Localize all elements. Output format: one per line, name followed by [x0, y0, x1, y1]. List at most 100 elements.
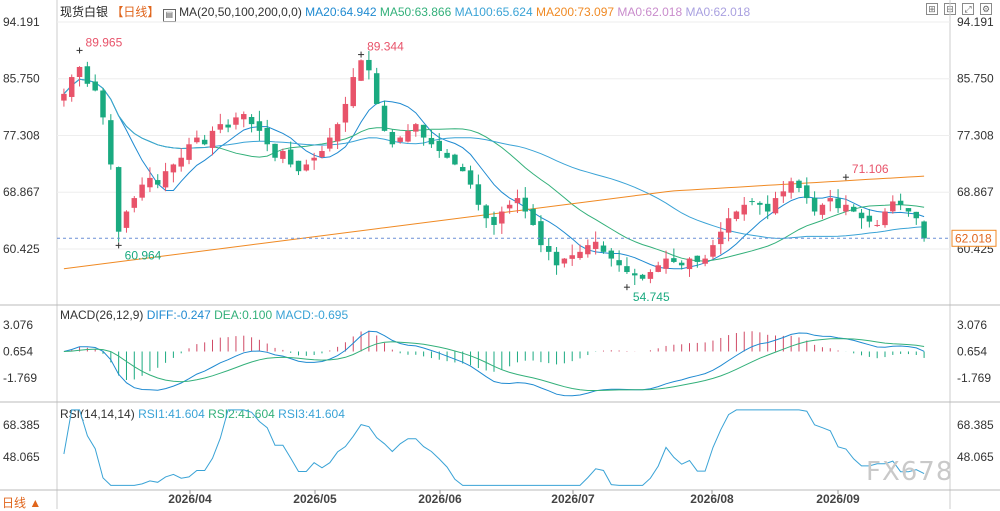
candle-body [256, 121, 263, 131]
candle-body [827, 198, 833, 202]
candle-body [858, 212, 865, 219]
rsi-tick-left: 68.385 [3, 418, 40, 432]
candle-body [186, 144, 192, 160]
rsi-value: RSI2:41.604 [204, 407, 275, 421]
rsi-tick-right: 68.385 [957, 418, 994, 432]
candle-body [155, 180, 161, 185]
candle-body [397, 137, 403, 142]
price-legend: 现货白银 【日线】 ▤ MA(20,50,100,200,0,0) MA20:6… [60, 5, 750, 22]
candle-body [92, 81, 98, 91]
candle-body [890, 201, 896, 212]
candle-body [882, 211, 888, 226]
candle-body [710, 245, 716, 257]
macd-tick-right: -1.769 [957, 371, 991, 385]
price-tick-right: 77.308 [957, 129, 994, 143]
candle-body [608, 250, 615, 259]
moving-average-lines [63, 78, 925, 270]
candle-body [366, 59, 372, 71]
x-tick-label: 2026/09 [816, 492, 860, 506]
candle-body [334, 124, 341, 142]
ma-value: MA20:64.942 [305, 5, 377, 19]
candle-body [553, 251, 560, 266]
candle-body [311, 157, 317, 161]
candle-body [694, 255, 701, 262]
triangle-up-icon: ▲ [29, 496, 42, 510]
zoom-in-icon[interactable]: ⊞ [926, 3, 938, 15]
candle-body [162, 171, 169, 188]
candle-body [655, 265, 661, 272]
rsi-value: RSI1:41.604 [138, 407, 205, 421]
price-tick-right: 94.191 [957, 15, 994, 29]
candle-body [741, 204, 747, 215]
candle-body [358, 60, 364, 81]
rsi-values: RSI1:41.604 RSI2:41.604 RSI3:41.604 [138, 407, 345, 421]
candle-body [280, 151, 286, 159]
ma-value: MA200:73.097 [532, 5, 615, 19]
candlestick-series [61, 51, 927, 286]
price-tick-left: 85.750 [3, 72, 40, 86]
candle-body [201, 139, 208, 145]
candle-body [381, 105, 388, 131]
candle-body [561, 258, 568, 264]
candle-body [459, 166, 466, 172]
candle-body [405, 130, 411, 142]
macd-tick-left: 0.654 [3, 344, 33, 358]
macd-legend: MACD(26,12,9) DIFF:-0.247 DEA:0.100 MACD… [60, 308, 348, 322]
candle-body [624, 266, 630, 273]
price-annotations: 62.018 89.965 60.964 89.344 54.745 71.106 [57, 35, 997, 304]
current-price-label: 62.018 [955, 231, 992, 245]
candle-body [295, 160, 302, 172]
rsi-label: RSI(14,14,14) [60, 407, 135, 421]
candle-body [733, 211, 740, 219]
macd-value: DIFF:-0.247 [146, 308, 211, 322]
settings-icon[interactable]: ⚙ [980, 3, 992, 15]
annotation-label: 89.344 [367, 40, 404, 54]
candle-body [76, 66, 83, 78]
candle-body [686, 258, 693, 270]
candle-body [327, 137, 333, 149]
candle-body [772, 198, 779, 214]
candle-body [546, 246, 552, 252]
expand-icon[interactable]: ⤢ [962, 3, 974, 15]
rsi-line [63, 409, 925, 486]
candle-body [287, 149, 294, 165]
macd-value: DEA:0.100 [210, 308, 273, 322]
candle-body [592, 241, 599, 249]
candle-body [866, 215, 873, 222]
candle-body [538, 221, 544, 246]
candle-body [178, 157, 184, 167]
footer-status[interactable]: 日线 ▲ [2, 494, 41, 511]
candle-body [522, 197, 529, 212]
price-tick-left: 60.425 [3, 242, 40, 256]
candle-body [217, 124, 224, 130]
watermark-logo: FX678 [866, 457, 954, 487]
macd-value: MACD:-0.695 [272, 308, 349, 322]
ma-value: MA0:62.018 [682, 5, 751, 19]
candle-body [420, 124, 427, 138]
price-tick-right: 85.750 [957, 72, 994, 86]
candle-body [788, 181, 794, 193]
candle-body [663, 258, 669, 269]
macd-pane [63, 330, 925, 397]
candle-body [585, 245, 591, 255]
candle-body [389, 132, 396, 145]
candle-body [452, 154, 458, 165]
candle-body [303, 164, 310, 171]
price-tick-left: 94.191 [3, 15, 40, 29]
candle-body [209, 130, 216, 148]
macd-diff-line [63, 330, 925, 397]
ma-value: MA100:65.624 [451, 5, 533, 19]
candle-body [913, 211, 920, 219]
candle-body [123, 211, 130, 228]
candle-body [600, 245, 607, 252]
candle-body [905, 208, 912, 212]
candle-body [678, 262, 685, 266]
candle-body [342, 103, 349, 123]
annotation-label: 71.106 [852, 162, 889, 176]
period-selector[interactable]: 【日线】 [111, 5, 160, 19]
candle-body [241, 114, 247, 120]
macd-label: MACD(26,12,9) [60, 308, 144, 322]
footer-status-label: 日线 [2, 496, 27, 510]
candle-body [530, 208, 536, 225]
